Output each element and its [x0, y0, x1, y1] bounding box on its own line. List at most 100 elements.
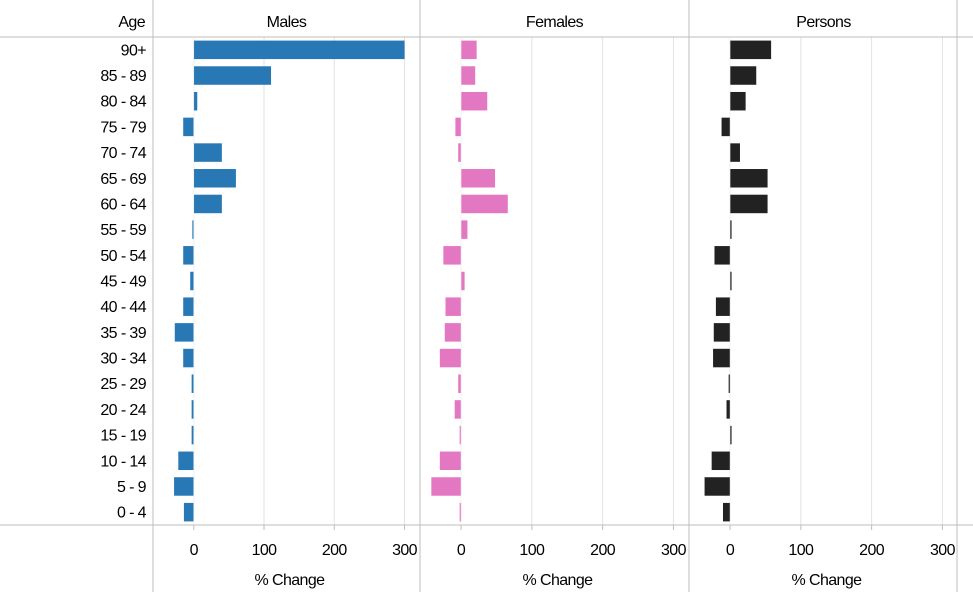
age-label: 40 - 44	[100, 299, 146, 316]
age-label: 35 - 39	[100, 325, 146, 342]
age-label: 80 - 84	[100, 94, 146, 111]
bar-males-70-74	[193, 143, 222, 162]
age-label: 45 - 49	[100, 274, 146, 291]
age-label: 0 - 4	[117, 505, 147, 522]
bar-persons-90plus	[730, 40, 772, 60]
bar-males-80-84	[193, 91, 198, 111]
bar-females-55-59	[461, 220, 468, 239]
bar-persons-75-79	[721, 117, 731, 137]
panel-header-females: Females	[526, 14, 584, 31]
x-tick-label: 300	[930, 542, 956, 559]
bar-persons-10-14	[711, 451, 731, 471]
bar-females-80-84	[461, 91, 488, 111]
x-tick-label: 0	[457, 542, 466, 559]
x-axis-title: % Change	[523, 572, 594, 589]
bar-males-35-39	[174, 323, 194, 342]
bar-females-0-4	[459, 502, 462, 522]
bar-males-30-34	[183, 348, 194, 368]
bar-persons-35-39	[713, 323, 731, 342]
bar-males-55-59	[192, 220, 194, 239]
bar-males-5-9	[174, 477, 194, 496]
age-label: 50 - 54	[100, 248, 146, 265]
bar-persons-50-54	[714, 246, 731, 265]
bar-males-20-24	[191, 400, 194, 419]
bar-females-20-24	[454, 400, 462, 419]
bar-males-0-4	[183, 502, 194, 522]
bar-males-90plus	[193, 40, 405, 60]
bar-persons-5-9	[704, 477, 731, 496]
bar-males-45-49	[190, 271, 194, 291]
x-tick-label: 0	[190, 542, 199, 559]
age-label: 25 - 29	[100, 376, 146, 393]
bars-layer	[174, 37, 772, 525]
x-tick-label: 0	[726, 542, 735, 559]
bar-males-25-29	[191, 374, 194, 393]
bar-females-45-49	[461, 271, 465, 291]
bar-females-5-9	[431, 477, 462, 496]
bar-males-65-69	[193, 169, 236, 188]
age-label: 30 - 34	[100, 351, 146, 368]
bar-females-50-54	[443, 246, 462, 265]
x-tick-label: 300	[661, 542, 687, 559]
age-label: 20 - 24	[100, 402, 146, 419]
x-tick-label: 200	[590, 542, 616, 559]
x-tick-label: 200	[859, 542, 885, 559]
age-label: 85 - 89	[100, 68, 146, 85]
bar-persons-45-49	[730, 271, 732, 291]
bar-females-90plus	[461, 40, 477, 60]
bar-persons-65-69	[730, 169, 768, 188]
bar-males-85-89	[193, 66, 272, 85]
age-label: 70 - 74	[100, 145, 146, 162]
x-tick-label: 100	[788, 542, 814, 559]
bar-persons-40-44	[715, 297, 731, 316]
bar-males-60-64	[193, 194, 222, 214]
bar-females-25-29	[458, 374, 462, 393]
x-tick-label: 100	[519, 542, 545, 559]
bar-persons-85-89	[730, 66, 757, 85]
x-tick-label: 300	[392, 542, 418, 559]
text-layer: Age 90+ 85 - 89 80 - 84 75 - 79 70 - 74 65 - 6…	[100, 14, 956, 589]
bar-males-75-79	[183, 117, 194, 137]
age-label: 5 - 9	[117, 479, 147, 496]
x-axis-title: % Change	[792, 572, 863, 589]
bar-males-50-54	[183, 246, 194, 265]
bar-persons-55-59	[730, 220, 732, 239]
bar-males-40-44	[183, 297, 194, 316]
bar-persons-80-84	[730, 91, 746, 111]
bar-males-10-14	[178, 451, 194, 471]
bar-persons-70-74	[730, 143, 740, 162]
age-label: 60 - 64	[100, 196, 146, 213]
age-label: 55 - 59	[100, 222, 146, 239]
panel-header-persons: Persons	[796, 14, 851, 31]
age-label: 90+	[121, 42, 147, 59]
grid-layer	[193, 37, 943, 525]
age-label: 65 - 69	[100, 171, 146, 188]
bar-females-30-34	[439, 348, 462, 368]
bar-persons-0-4	[722, 502, 731, 522]
panel-header-males: Males	[267, 14, 307, 31]
bar-males-15-19	[191, 425, 194, 445]
age-label: 75 - 79	[100, 119, 146, 136]
bar-persons-25-29	[728, 374, 731, 393]
bar-females-85-89	[461, 66, 476, 85]
x-tick-label: 100	[252, 542, 278, 559]
bar-females-35-39	[444, 323, 462, 342]
bar-persons-60-64	[730, 194, 768, 214]
bar-persons-15-19	[730, 425, 732, 445]
bar-females-60-64	[461, 194, 508, 214]
bar-females-15-19	[459, 425, 462, 445]
age-header: Age	[118, 14, 145, 31]
x-axis-title: % Change	[255, 572, 326, 589]
bar-females-10-14	[439, 451, 462, 471]
bar-females-40-44	[445, 297, 462, 316]
x-tick-label: 200	[322, 542, 348, 559]
bar-females-65-69	[461, 169, 496, 188]
bar-females-70-74	[458, 143, 462, 162]
bar-persons-20-24	[726, 400, 731, 419]
bar-females-75-79	[455, 117, 462, 137]
bar-persons-30-34	[713, 348, 731, 368]
age-label: 15 - 19	[100, 428, 146, 445]
age-label: 10 - 14	[100, 453, 146, 470]
